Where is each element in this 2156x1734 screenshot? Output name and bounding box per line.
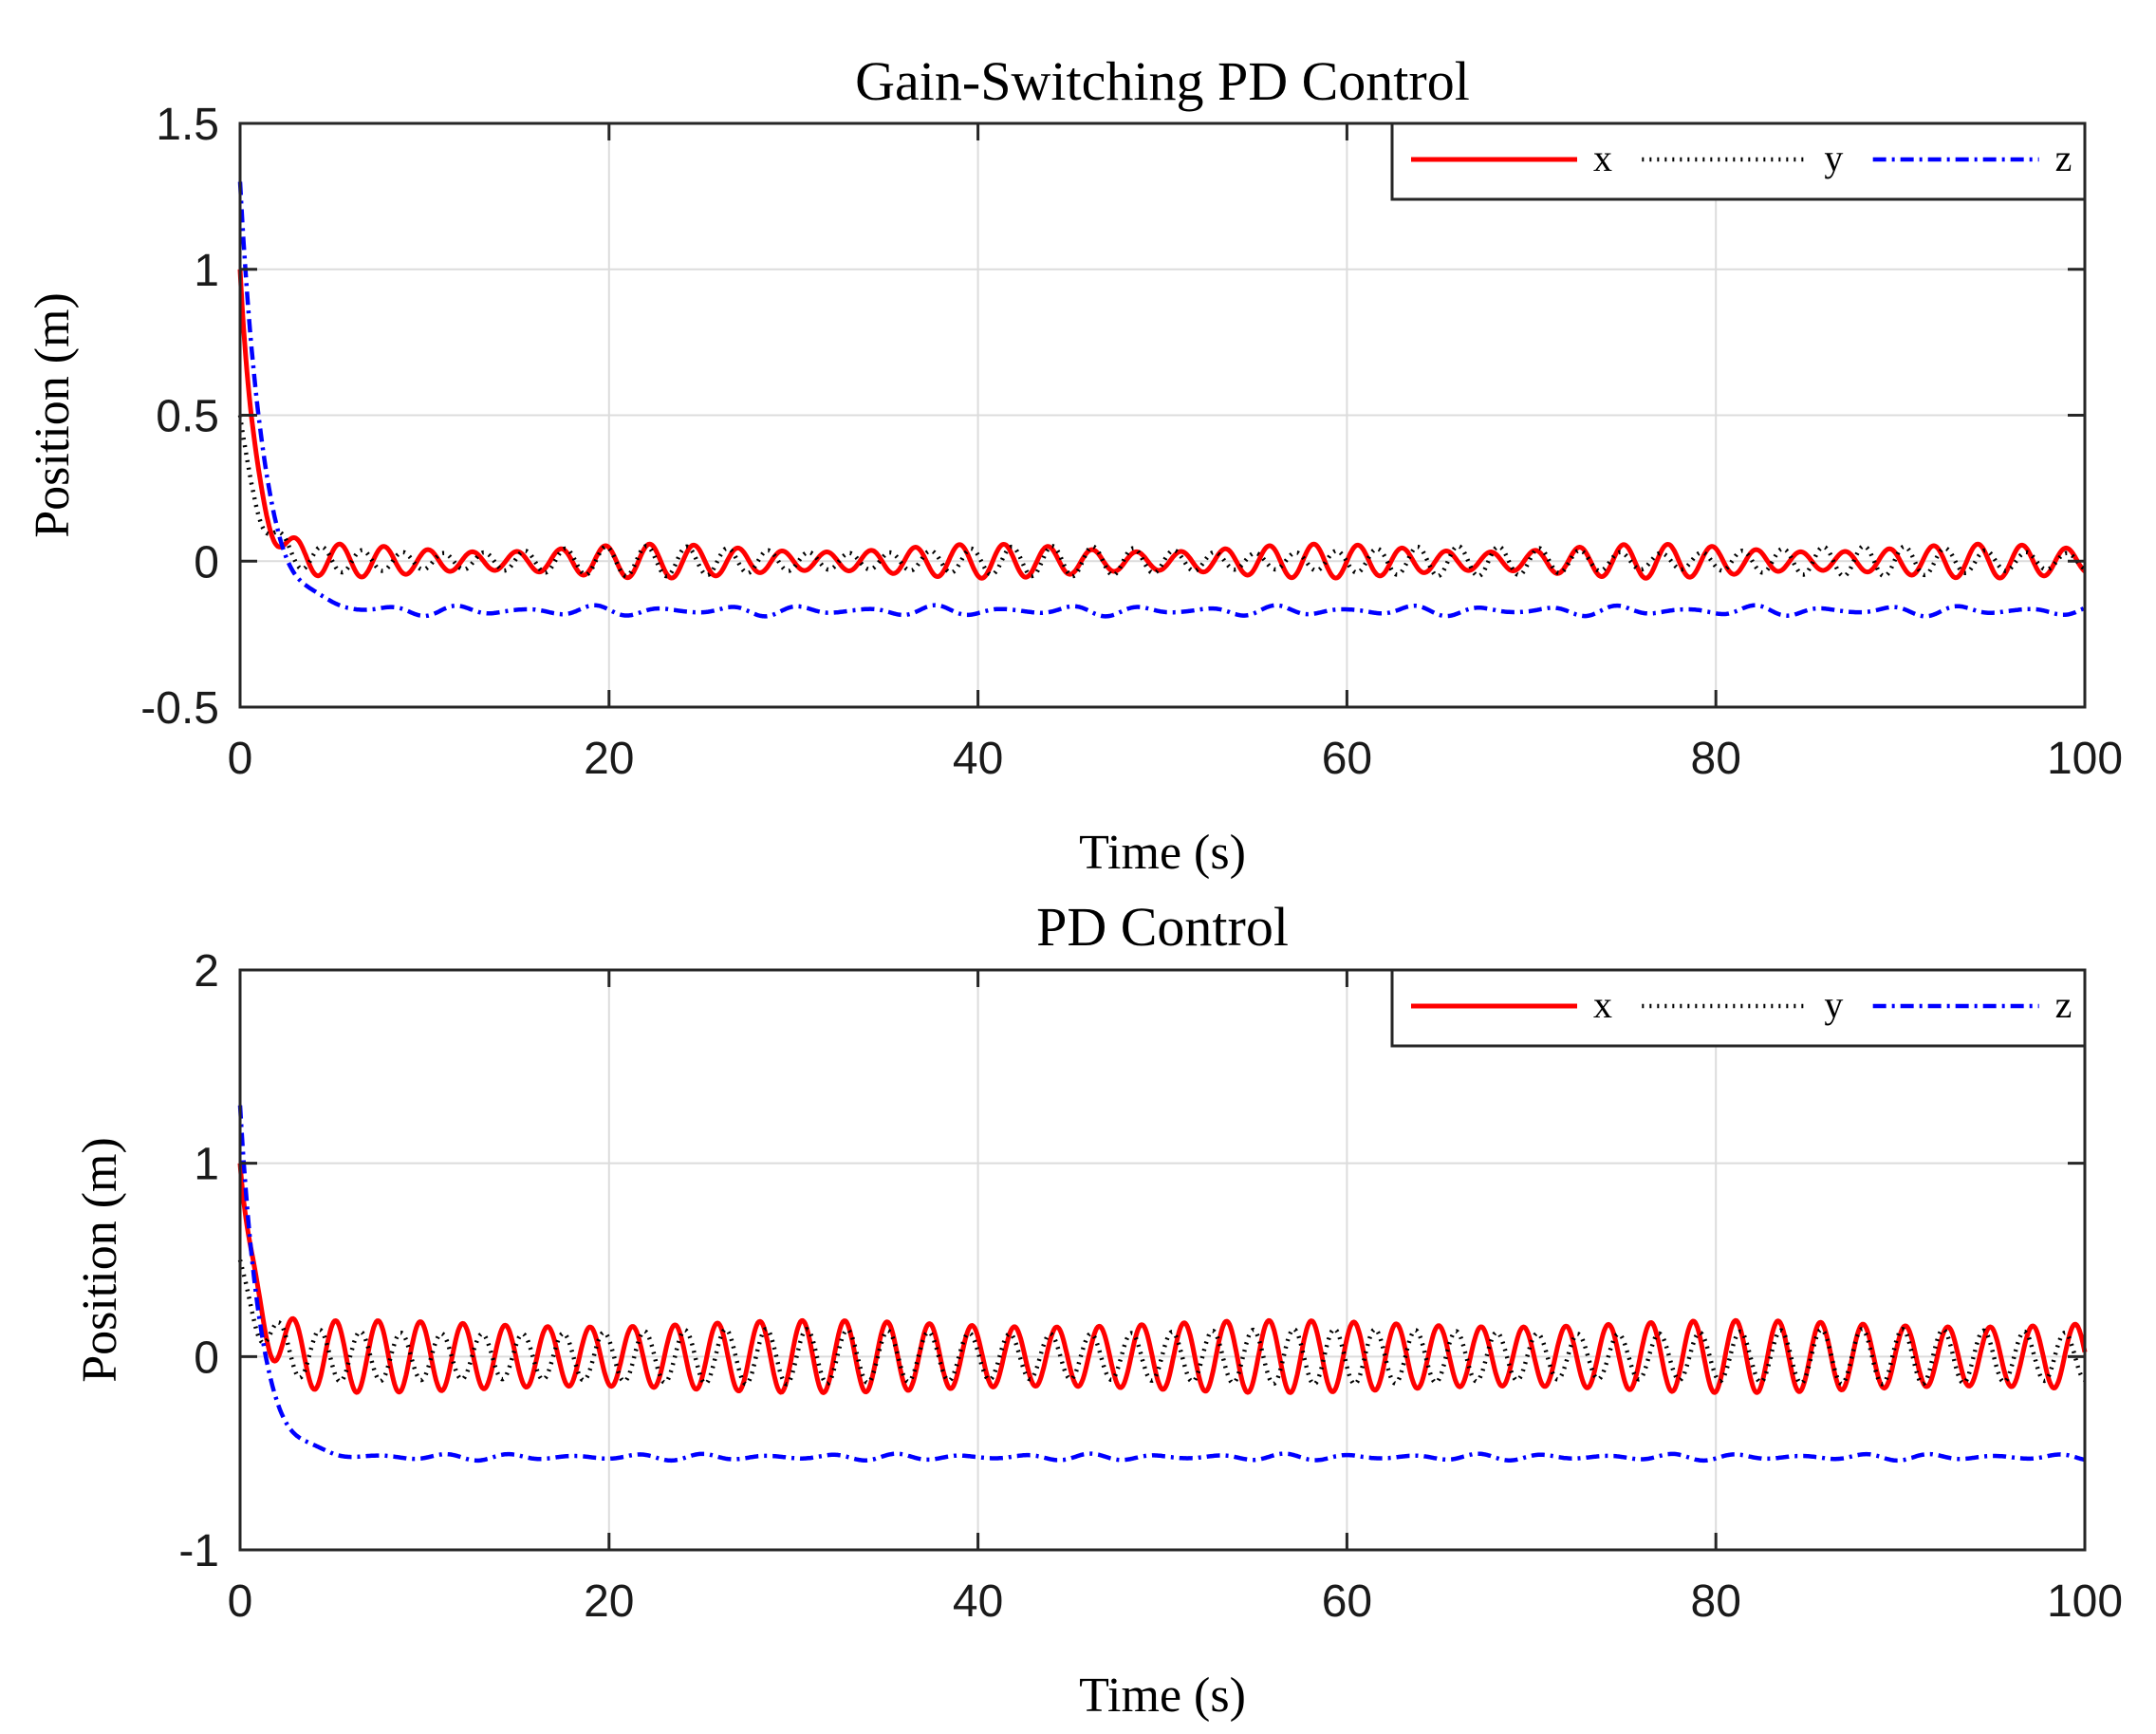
chart-title: PD Control: [1036, 896, 1289, 958]
x-tick-label: 100: [2047, 1576, 2123, 1627]
y-tick-label: 0.5: [156, 392, 219, 442]
y-tick-label: 0: [194, 537, 219, 587]
legend-label-y: y: [1824, 137, 1843, 179]
chart-title: Gain-Switching PD Control: [855, 50, 1470, 112]
x-axis-label: Time (s): [1079, 1669, 1246, 1723]
x-tick-label: 60: [1322, 1576, 1372, 1627]
legend-label-x: x: [1593, 983, 1612, 1026]
y-tick-label: 0: [194, 1333, 219, 1383]
x-tick-label: 40: [953, 1576, 1003, 1627]
legend-label-z: z: [2055, 137, 2072, 179]
legend-box: [1390, 121, 2087, 201]
series-line-z: [237, 181, 2087, 619]
y-tick-label: -0.5: [140, 683, 219, 734]
axes-box: [238, 968, 2087, 1552]
x-tick-label: 0: [228, 1576, 253, 1627]
y-tick-label: 1.5: [156, 100, 219, 150]
x-tick-label: 20: [584, 734, 634, 784]
series-line-z: [237, 1105, 2087, 1464]
x-tick-label: 100: [2047, 734, 2123, 784]
y-tick-label: 2: [194, 946, 219, 997]
y-tick-label: 1: [194, 1140, 219, 1190]
series-line-x: [237, 269, 2087, 581]
plot-area: [240, 970, 2085, 1550]
x-tick-label: 80: [1691, 734, 1741, 784]
x-tick-label: 0: [228, 734, 253, 784]
y-tick-label: 1: [194, 246, 219, 296]
x-tick-label: 80: [1691, 1576, 1741, 1627]
legend: x y z: [1390, 121, 2087, 201]
legend-label-z: z: [2055, 983, 2072, 1026]
x-tick-label: 60: [1322, 734, 1372, 784]
legend-label-x: x: [1593, 137, 1612, 179]
y-axis-label: Position (m): [26, 292, 80, 538]
y-tick-label: -1: [178, 1526, 219, 1576]
x-axis-label: Time (s): [1079, 826, 1246, 880]
x-tick-label: 20: [584, 1576, 634, 1627]
legend: x y z: [1390, 968, 2087, 1048]
series-line-x: [237, 1163, 2088, 1395]
x-tick-label: 40: [953, 734, 1003, 784]
legend-label-y: y: [1824, 983, 1843, 1026]
y-axis-label: Position (m): [73, 1137, 127, 1383]
